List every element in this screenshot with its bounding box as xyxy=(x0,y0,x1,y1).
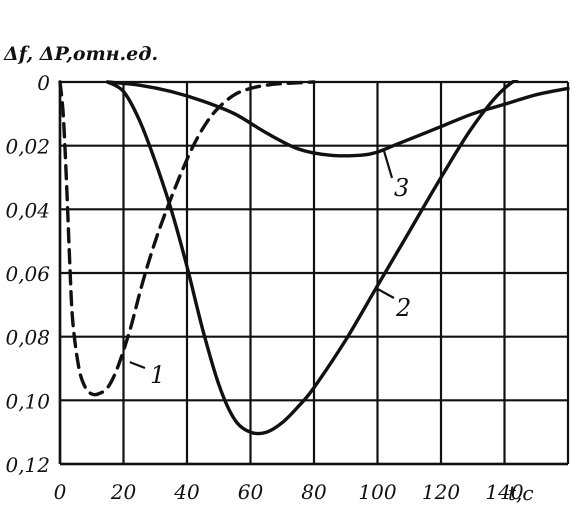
x-tick-label: 40 xyxy=(173,480,200,504)
leader-line-3 xyxy=(382,150,394,179)
x-tick-label: 80 xyxy=(301,480,327,504)
series-line-1 xyxy=(58,80,316,397)
leader-line-1 xyxy=(129,361,146,370)
plot-frame xyxy=(58,82,568,466)
leader-line-2 xyxy=(376,287,395,299)
curve-label-2: 2 xyxy=(395,294,411,322)
series-group xyxy=(58,80,570,436)
x-tick-label: 20 xyxy=(110,480,137,504)
y-tick-label: 0,02 xyxy=(5,135,50,159)
x-axis-label: t,c xyxy=(508,481,534,505)
x-tick-label: 100 xyxy=(358,480,396,504)
grid xyxy=(58,80,570,466)
curve-label-3: 3 xyxy=(394,174,409,202)
curve-label-1: 1 xyxy=(150,361,165,389)
curve-labels: 1 2 3 xyxy=(150,174,411,389)
y-tick-labels: 0 0,02 0,04 0,06 0,08 0,10 0,12 xyxy=(5,71,50,477)
x-tick-label: 60 xyxy=(238,480,264,504)
series-line-3 xyxy=(105,80,570,158)
x-tick-label: 120 xyxy=(422,480,460,504)
y-tick-label: 0 xyxy=(37,71,50,95)
series-line-2 xyxy=(105,80,520,436)
x-tick-labels: 0 20 40 60 80 100 120 140 xyxy=(54,480,524,504)
y-axis-label: Δf, ΔP,отн.ед. xyxy=(3,43,158,65)
y-tick-label: 0,06 xyxy=(5,262,50,286)
leader-lines xyxy=(129,150,395,370)
x-tick-label: 0 xyxy=(54,480,67,504)
y-tick-label: 0,10 xyxy=(5,389,50,413)
x-tick-label: 140 xyxy=(485,480,523,504)
y-tick-label: 0,12 xyxy=(5,453,50,477)
y-tick-label: 0,08 xyxy=(5,326,50,350)
y-tick-label: 0,04 xyxy=(5,198,50,222)
